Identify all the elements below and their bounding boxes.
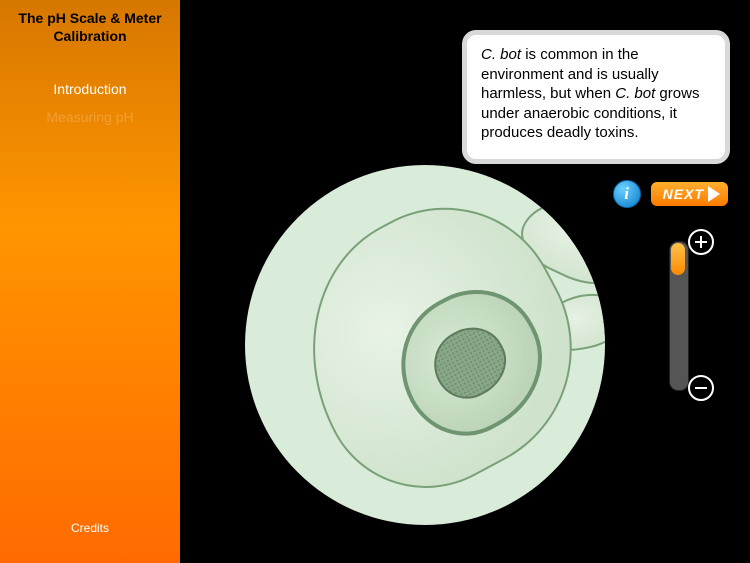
title-line-1: The pH Scale & Meter xyxy=(18,10,161,26)
chevron-right-icon xyxy=(708,186,720,202)
microscope-view xyxy=(245,165,605,525)
panel-controls-row: i NEXT xyxy=(613,180,730,208)
nav-item-measuring-ph[interactable]: Measuring pH xyxy=(0,103,180,131)
next-button[interactable]: NEXT xyxy=(649,180,730,208)
content-stage: C. bot is common in the environment and … xyxy=(180,0,750,563)
zoom-out-icon[interactable] xyxy=(688,375,714,401)
cell-endospore-wall-icon xyxy=(376,267,567,456)
app-title: The pH Scale & Meter Calibration xyxy=(0,0,180,45)
zoom-slider[interactable] xyxy=(656,225,710,405)
next-button-label: NEXT xyxy=(663,186,704,202)
cell-endospore-core-icon xyxy=(422,315,518,409)
nav-list: Introduction Measuring pH xyxy=(0,75,180,131)
info-text-panel: C. bot is common in the environment and … xyxy=(462,30,730,164)
credits-link[interactable]: Credits xyxy=(0,521,180,535)
nav-item-introduction[interactable]: Introduction xyxy=(0,75,180,103)
info-text-content: C. bot is common in the environment and … xyxy=(481,46,699,141)
sidebar-nav-panel: The pH Scale & Meter Calibration Introdu… xyxy=(0,0,180,563)
zoom-fill-indicator xyxy=(671,243,685,275)
info-icon[interactable]: i xyxy=(613,180,641,208)
title-line-2: Calibration xyxy=(53,28,126,44)
zoom-in-icon[interactable] xyxy=(688,229,714,255)
